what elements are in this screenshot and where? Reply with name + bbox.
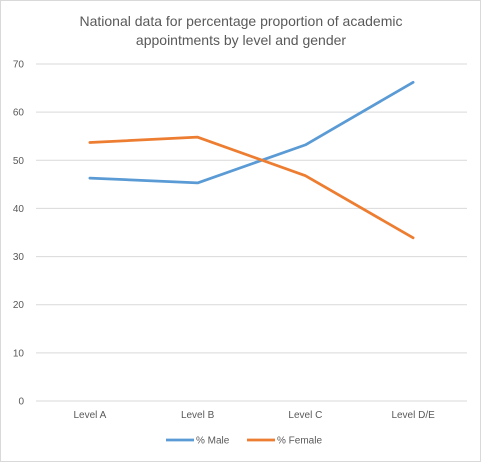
y-tick-label: 30 [13, 252, 25, 263]
chart-title-line-1: National data for percentage proportion … [80, 13, 403, 29]
y-tick-label: 50 [13, 156, 25, 167]
y-axis-ticks: 0 10 20 30 40 50 60 70 [13, 60, 25, 408]
y-tick-label: 70 [13, 60, 25, 71]
legend: % Male % Female [166, 436, 322, 447]
legend-label: % Female [277, 436, 322, 447]
x-tick-label: Level A [73, 410, 106, 421]
x-axis-ticks: Level A Level B Level C Level D/E [73, 410, 435, 421]
y-tick-label: 10 [13, 348, 25, 359]
x-tick-label: Level D/E [391, 410, 435, 421]
series-line-1 [88, 135, 415, 240]
legend-label: % Male [196, 436, 230, 447]
x-tick-label: Level B [181, 410, 215, 421]
x-tick-label: Level C [288, 410, 322, 421]
y-tick-label: 0 [18, 397, 24, 408]
y-tick-label: 20 [13, 300, 25, 311]
series-line-0 [88, 80, 415, 185]
gridlines [36, 63, 467, 402]
series-lines [88, 80, 415, 240]
chart-title-line-2: appointments by level and gender [136, 32, 346, 48]
y-tick-label: 40 [13, 204, 25, 215]
y-tick-label: 60 [13, 108, 25, 119]
